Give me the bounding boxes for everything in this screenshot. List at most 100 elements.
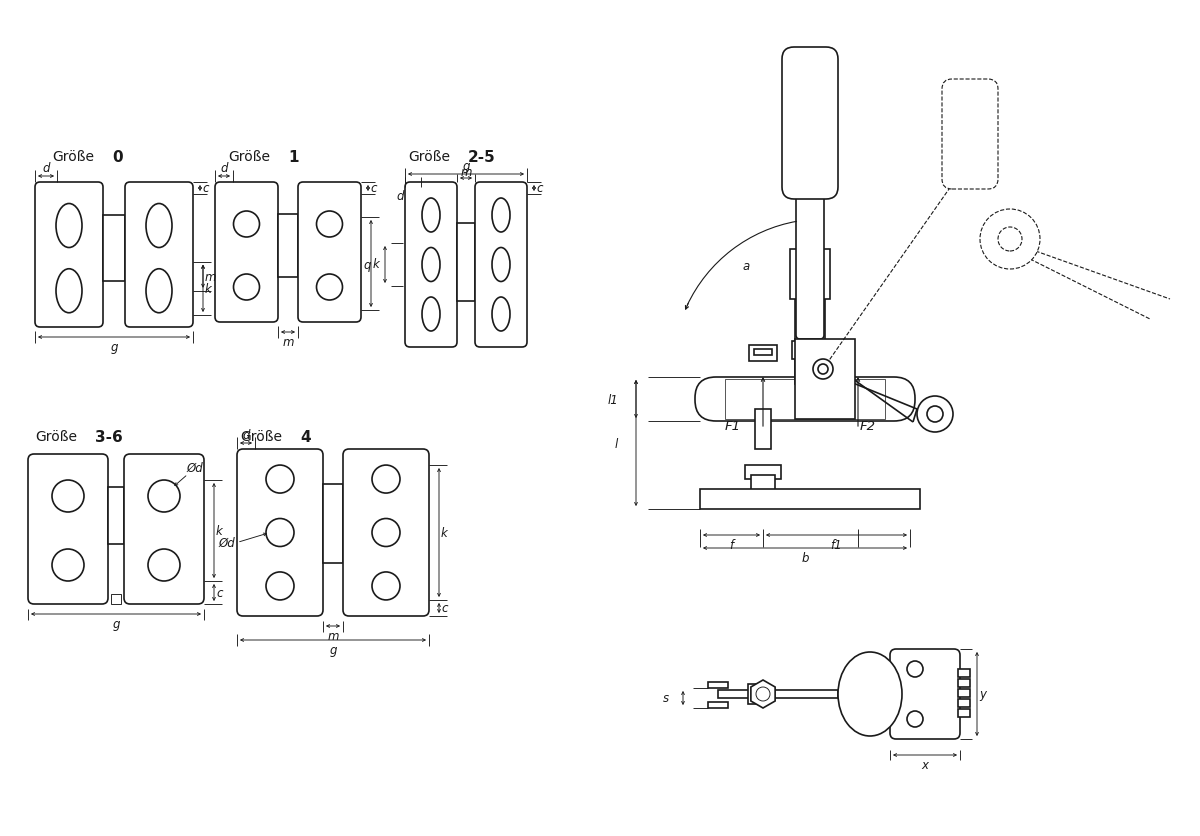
Text: m: m [328,630,338,642]
FancyBboxPatch shape [28,455,108,604]
Circle shape [998,227,1022,252]
Text: k: k [373,257,379,271]
Polygon shape [751,681,775,708]
Bar [103,216,125,281]
Text: Größe: Größe [35,430,77,443]
Bar [718,691,838,698]
Text: c: c [442,602,448,614]
Bar [112,594,121,604]
Circle shape [234,275,259,301]
Text: F1: F1 [725,420,742,432]
Text: 1: 1 [288,150,299,165]
Text: c: c [216,586,222,599]
Text: Größe: Größe [240,430,282,443]
Circle shape [266,466,294,493]
Text: g: g [113,617,120,630]
Ellipse shape [56,269,82,314]
Text: 0: 0 [112,150,122,165]
Circle shape [907,711,923,727]
Circle shape [756,687,770,701]
Text: k: k [205,283,211,295]
Ellipse shape [492,298,510,332]
Circle shape [266,519,294,547]
Bar [796,299,826,385]
Text: Ød: Ød [218,537,235,549]
FancyBboxPatch shape [695,378,916,421]
FancyBboxPatch shape [782,48,838,200]
Circle shape [234,212,259,237]
FancyBboxPatch shape [942,80,998,190]
Bar [958,699,970,707]
Ellipse shape [492,199,510,232]
Bar [796,339,856,420]
Text: d: d [221,162,228,175]
Text: Größe: Größe [408,150,450,164]
Text: a: a [743,260,750,273]
Bar [751,476,775,493]
Text: c: c [202,182,209,196]
Text: g: g [462,160,469,173]
FancyBboxPatch shape [35,183,103,328]
Bar [108,487,124,544]
Ellipse shape [422,199,440,232]
FancyBboxPatch shape [215,183,278,323]
Text: k: k [216,524,223,538]
Text: y: y [979,688,986,701]
Text: d: d [242,429,250,441]
FancyBboxPatch shape [475,183,527,348]
Bar [323,485,343,563]
Ellipse shape [838,652,902,737]
Circle shape [818,364,828,375]
Ellipse shape [492,248,510,283]
Ellipse shape [422,298,440,332]
Circle shape [52,549,84,581]
Bar [749,345,778,361]
Text: f1: f1 [830,538,842,551]
Bar [958,679,970,687]
FancyBboxPatch shape [124,455,204,604]
Bar [748,684,762,704]
Text: k: k [442,527,448,539]
Text: g: g [329,643,337,656]
Circle shape [317,212,342,237]
Text: Größe: Größe [228,150,270,164]
Bar [725,380,886,420]
Text: b: b [802,551,809,564]
FancyBboxPatch shape [298,183,361,323]
Bar [278,215,298,278]
Ellipse shape [56,204,82,248]
Text: Größe: Größe [52,150,94,164]
Text: m: m [205,270,216,283]
Ellipse shape [146,204,172,248]
Circle shape [814,359,833,380]
Bar [958,689,970,697]
Text: q: q [364,258,371,272]
Circle shape [372,573,400,600]
Text: g: g [110,340,118,354]
Circle shape [372,519,400,547]
Bar [708,682,728,688]
Bar [754,349,772,355]
Text: x: x [922,758,929,771]
Circle shape [266,573,294,600]
Ellipse shape [146,269,172,314]
Bar [790,250,830,299]
Bar [708,702,728,708]
Circle shape [52,481,84,512]
Bar [745,466,781,479]
Text: c: c [536,182,542,196]
Bar [958,669,970,677]
Circle shape [372,466,400,493]
Text: d: d [396,191,404,203]
Text: m: m [461,166,472,179]
Text: 2-5: 2-5 [468,150,496,165]
Text: l: l [614,437,618,450]
Circle shape [317,275,342,301]
Circle shape [917,396,953,432]
FancyBboxPatch shape [125,183,193,328]
Text: F2: F2 [860,420,876,432]
Text: d: d [42,162,49,175]
Text: f: f [730,538,733,551]
Bar [755,410,772,450]
Text: m: m [282,335,294,349]
